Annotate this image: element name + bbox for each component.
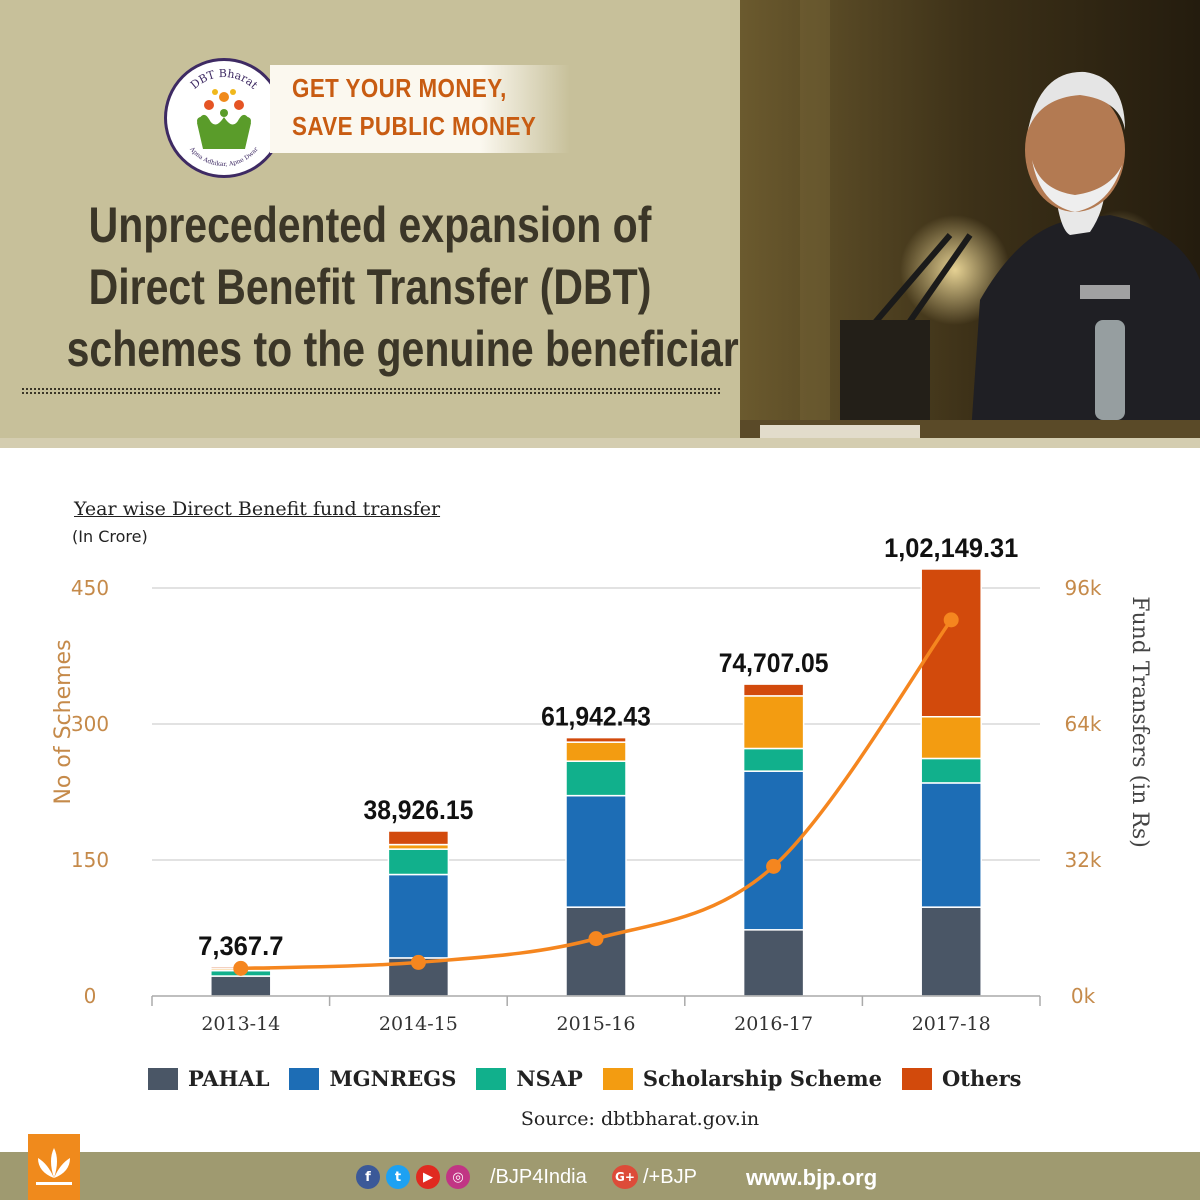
axes: 0 150 300 450 0k 32k 64k 96k 2013-14 2014-15 2015-… xyxy=(51,576,1152,1035)
social-handle[interactable]: /BJP4India xyxy=(490,1166,587,1188)
bjp-lotus-logo xyxy=(28,1134,80,1200)
legend-swatch xyxy=(901,1067,932,1090)
bar-segment xyxy=(742,747,805,772)
y2-tick-label: 64k xyxy=(1064,712,1101,736)
bar-segment xyxy=(742,770,805,931)
headline-line-1: Unprecedented expansion of xyxy=(88,197,652,253)
headline-line-2: Direct Benefit Transfer (DBT) xyxy=(88,259,652,315)
y2-axis-title: Fund Transfers (in Rs) xyxy=(1127,596,1152,848)
bar-segment xyxy=(387,873,450,959)
chart-source: Source: dbtbharat.gov.in xyxy=(520,1108,760,1130)
fund-transfer-line xyxy=(240,618,953,971)
y-tick-label: 0 xyxy=(84,984,97,1008)
legend-swatch xyxy=(148,1067,178,1090)
y2-tick-label: 0k xyxy=(1071,984,1096,1008)
bar-total-label: 7,367.7 xyxy=(198,931,283,961)
slogan-line-1: GET YOUR MONEY, xyxy=(292,73,507,103)
bar-total-label: 61,942.43 xyxy=(541,702,651,732)
fund-transfer-point xyxy=(766,858,782,874)
fund-transfer-point xyxy=(233,960,249,976)
instagram-icon[interactable]: ◎ xyxy=(446,1165,470,1189)
bar-segment xyxy=(742,695,805,750)
bar-segment xyxy=(387,830,450,846)
bar-segment xyxy=(920,568,982,718)
speaker-photo xyxy=(740,0,1200,448)
header-bottom-band xyxy=(0,438,1200,448)
headline-line-3: schemes to the genuine beneficiaries xyxy=(66,321,796,377)
slogan-box: GET YOUR MONEY, SAVE PUBLIC MONEY xyxy=(270,65,570,153)
legend-item: PAHAL xyxy=(148,1066,269,1091)
chart-legend: PAHAL MGNREGS NSAP Scholarship Scheme Others xyxy=(148,1066,1041,1091)
facebook-icon[interactable]: f xyxy=(356,1165,380,1189)
bar-segment xyxy=(565,794,627,908)
legend-item: Scholarship Scheme xyxy=(602,1066,882,1091)
header-banner: DBT Bharat Apna Adhikar, Apne Dwar GET Y… xyxy=(0,0,1200,448)
chart-subtitle: (In Crore) xyxy=(72,527,148,546)
bar-segment xyxy=(565,736,627,743)
legend-item: MGNREGS xyxy=(289,1066,456,1091)
youtube-icon[interactable]: ▶ xyxy=(416,1165,440,1189)
bar-segment xyxy=(387,848,450,876)
labels: 7,367.7 38,926.15 61,942.43 74,707.05 1,02,1… xyxy=(198,533,1018,961)
chart-title: Year wise Direct Benefit fund transfer xyxy=(74,498,441,520)
bar-segment xyxy=(565,760,627,797)
social-icons: f t ▶ ◎ xyxy=(356,1165,476,1189)
fund-transfer-point xyxy=(588,931,604,947)
twitter-icon[interactable]: t xyxy=(386,1165,410,1189)
x-tick-label: 2016-17 xyxy=(734,1013,813,1035)
bar-segment xyxy=(742,683,805,697)
legend-label: MGNREGS xyxy=(329,1066,457,1091)
logo-top-text: DBT Bharat xyxy=(188,67,261,92)
x-tick-label: 2017-18 xyxy=(912,1013,991,1035)
website-link[interactable]: www.bjp.org xyxy=(746,1165,878,1190)
legend-swatch xyxy=(476,1067,507,1090)
bar-segment xyxy=(920,757,982,784)
y-tick-label: 150 xyxy=(71,848,109,872)
dbt-bharat-logo: DBT Bharat Apna Adhikar, Apne Dwar xyxy=(164,58,284,178)
bar-segment xyxy=(565,906,627,997)
bars xyxy=(210,568,982,997)
svg-text:DBT Bharat: DBT Bharat xyxy=(188,67,261,92)
y-tick-label: 450 xyxy=(71,576,109,600)
bar-total-label: 38,926.15 xyxy=(364,795,474,825)
footer-bar xyxy=(0,1152,1200,1200)
legend-label: PAHAL xyxy=(188,1066,270,1091)
y-axis-title: No of Schemes xyxy=(51,639,76,804)
bar-segment xyxy=(920,906,982,997)
google-plus-icon[interactable]: G+ xyxy=(612,1165,638,1189)
legend-swatch xyxy=(289,1067,320,1090)
slogan-line-2: SAVE PUBLIC MONEY xyxy=(292,111,537,141)
fund-transfer-point xyxy=(943,612,959,628)
legend-label: Scholarship Scheme xyxy=(642,1066,882,1091)
legend-swatch xyxy=(602,1067,633,1090)
legend-label: NSAP xyxy=(516,1066,583,1091)
bar-segment xyxy=(565,741,627,762)
bar-segment xyxy=(742,929,805,997)
fund-transfer-point xyxy=(410,954,426,970)
y-tick-label: 300 xyxy=(71,712,109,736)
y2-tick-label: 96k xyxy=(1064,576,1101,600)
x-tick-label: 2013-14 xyxy=(201,1013,280,1035)
x-tick-label: 2014-15 xyxy=(379,1013,458,1035)
bar-total-label: 1,02,149.31 xyxy=(884,533,1018,563)
dbt-chart: 7,367.7 38,926.15 61,942.43 74,707.05 1,02,1… xyxy=(51,533,1152,1035)
gplus-handle[interactable]: /+BJP xyxy=(643,1166,697,1188)
bar-total-label: 74,707.05 xyxy=(719,648,829,678)
legend-item: NSAP xyxy=(476,1066,583,1091)
legend-label: Others xyxy=(941,1066,1022,1091)
headline-divider xyxy=(22,388,720,394)
dbt-bharat-logo-graphic: DBT Bharat Apna Adhikar, Apne Dwar xyxy=(188,67,261,168)
legend-item: Others xyxy=(901,1066,1022,1091)
x-tick-label: 2015-16 xyxy=(557,1013,636,1035)
fund-line xyxy=(233,612,959,976)
y2-tick-label: 32k xyxy=(1064,848,1101,872)
bar-segment xyxy=(920,782,982,908)
bar-segment xyxy=(210,975,272,997)
bar-segment xyxy=(920,715,982,760)
